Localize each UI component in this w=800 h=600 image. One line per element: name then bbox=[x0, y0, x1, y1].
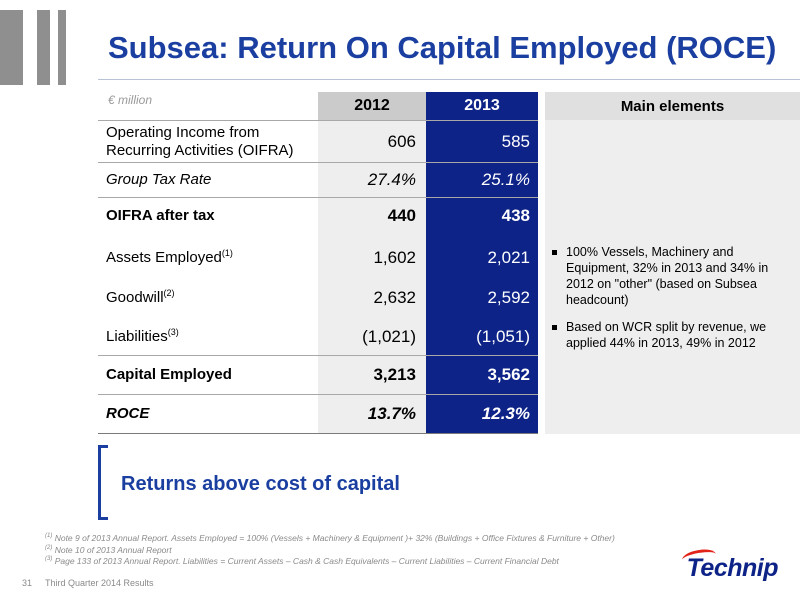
decorative-bars bbox=[0, 10, 70, 85]
main-elements-panel bbox=[545, 120, 800, 434]
page-number: 31 bbox=[22, 578, 33, 588]
square-bullet-icon bbox=[552, 325, 557, 330]
row-label: ROCE bbox=[106, 405, 150, 422]
table-bottom-border bbox=[98, 433, 538, 434]
table-divider bbox=[98, 355, 538, 356]
row-label-text: Assets Employed bbox=[106, 249, 222, 266]
footer-text: Third Quarter 2014 Results bbox=[45, 578, 154, 588]
header-2013: 2013 bbox=[426, 92, 538, 120]
footnote: (2) Note 10 of 2013 Annual Report bbox=[45, 545, 705, 557]
value-2012: 440 bbox=[387, 206, 416, 225]
row-label-line2: Recurring Activities (OIFRA) bbox=[106, 141, 294, 159]
row-label: Operating Income from Recurring Activiti… bbox=[98, 124, 318, 160]
value-2012: 2,632 bbox=[373, 288, 416, 307]
footnote-text: Page 133 of 2013 Annual Report. Liabilit… bbox=[52, 556, 559, 566]
value-2013: 2,021 bbox=[487, 248, 530, 267]
column-2012-background bbox=[318, 120, 426, 434]
table-row-assets-employed: Assets Employed(1) 1,602 2,021 bbox=[98, 240, 538, 276]
list-item: Based on WCR split by revenue, we applie… bbox=[552, 319, 792, 351]
technip-logo: Technip bbox=[678, 547, 779, 588]
title-divider bbox=[98, 79, 800, 80]
table-divider bbox=[98, 162, 538, 163]
table-row-oifra: Operating Income from Recurring Activiti… bbox=[98, 121, 538, 162]
value-2012: (1,021) bbox=[362, 327, 416, 346]
bar-narrow bbox=[58, 10, 66, 85]
value-2013: 3,562 bbox=[487, 365, 530, 384]
list-item-text: 100% Vessels, Machinery and Equipment, 3… bbox=[566, 245, 769, 307]
value-2013: (1,051) bbox=[476, 327, 530, 346]
page-title: Subsea: Return On Capital Employed (ROCE… bbox=[108, 30, 777, 65]
table-row-oifra-after-tax: OIFRA after tax 440 438 bbox=[98, 198, 538, 234]
value-2012: 606 bbox=[387, 131, 416, 151]
value-2012: 13.7% bbox=[367, 404, 416, 423]
value-2012: 3,213 bbox=[373, 365, 416, 384]
footnote-text: Note 9 of 2013 Annual Report. Assets Emp… bbox=[52, 533, 615, 543]
value-2012: 27.4% bbox=[367, 170, 416, 189]
square-bullet-icon bbox=[552, 250, 557, 255]
table-row-capital-employed: Capital Employed 3,213 3,562 bbox=[98, 356, 538, 394]
footnote-marker: (3) bbox=[45, 556, 53, 563]
table-row-group-tax-rate: Group Tax Rate 27.4% 25.1% bbox=[98, 163, 538, 197]
row-label-text: Goodwill bbox=[106, 289, 164, 306]
list-item: 100% Vessels, Machinery and Equipment, 3… bbox=[552, 244, 792, 308]
footnote-ref: (1) bbox=[221, 248, 233, 258]
unit-label: € million bbox=[108, 93, 153, 107]
footnotes: (1) Note 9 of 2013 Annual Report. Assets… bbox=[45, 533, 705, 568]
row-label: Assets Employed(1) bbox=[98, 249, 318, 267]
value-2013: 2,592 bbox=[487, 288, 530, 307]
row-label: Liabilities(3) bbox=[98, 328, 318, 346]
footnote-ref: (3) bbox=[167, 327, 179, 337]
table-row-liabilities: Liabilities(3) (1,021) (1,051) bbox=[98, 319, 538, 355]
row-label-text: Liabilities bbox=[106, 328, 168, 345]
list-item-text: Based on WCR split by revenue, we applie… bbox=[566, 320, 767, 350]
value-2013: 12.3% bbox=[481, 404, 530, 423]
table-divider bbox=[98, 197, 538, 198]
table-divider bbox=[98, 394, 538, 395]
callout-text: Returns above cost of capital bbox=[121, 473, 400, 495]
row-label: OIFRA after tax bbox=[106, 207, 215, 224]
table-divider bbox=[98, 120, 538, 121]
column-2013-background bbox=[426, 120, 538, 434]
footnote-marker: (1) bbox=[45, 533, 53, 540]
row-label: Capital Employed bbox=[106, 366, 232, 383]
row-label: Group Tax Rate bbox=[106, 171, 212, 188]
value-2013: 25.1% bbox=[481, 170, 530, 189]
row-label: Goodwill(2) bbox=[98, 289, 318, 307]
bar-wide bbox=[0, 10, 23, 85]
value-2013: 585 bbox=[501, 131, 530, 151]
footnote-text: Note 10 of 2013 Annual Report bbox=[52, 544, 172, 555]
footnote-ref: (2) bbox=[163, 288, 175, 298]
header-main-elements: Main elements bbox=[545, 92, 800, 120]
bar-medium bbox=[37, 10, 50, 85]
table-row-goodwill: Goodwill(2) 2,632 2,592 bbox=[98, 280, 538, 316]
table-row-roce: ROCE 13.7% 12.3% bbox=[98, 395, 538, 433]
footnote-marker: (2) bbox=[45, 544, 53, 551]
value-2012: 1,602 bbox=[373, 248, 416, 267]
logo-wordmark: Technip bbox=[686, 554, 779, 582]
footnote: (3) Page 133 of 2013 Annual Report. Liab… bbox=[45, 556, 705, 568]
footnote: (1) Note 9 of 2013 Annual Report. Assets… bbox=[45, 533, 705, 545]
value-2013: 438 bbox=[501, 206, 530, 225]
header-2012: 2012 bbox=[318, 92, 426, 120]
row-label-line1: Operating Income from bbox=[106, 123, 260, 141]
callout-bracket bbox=[98, 445, 108, 520]
main-elements-list: 100% Vessels, Machinery and Equipment, 3… bbox=[552, 244, 792, 362]
